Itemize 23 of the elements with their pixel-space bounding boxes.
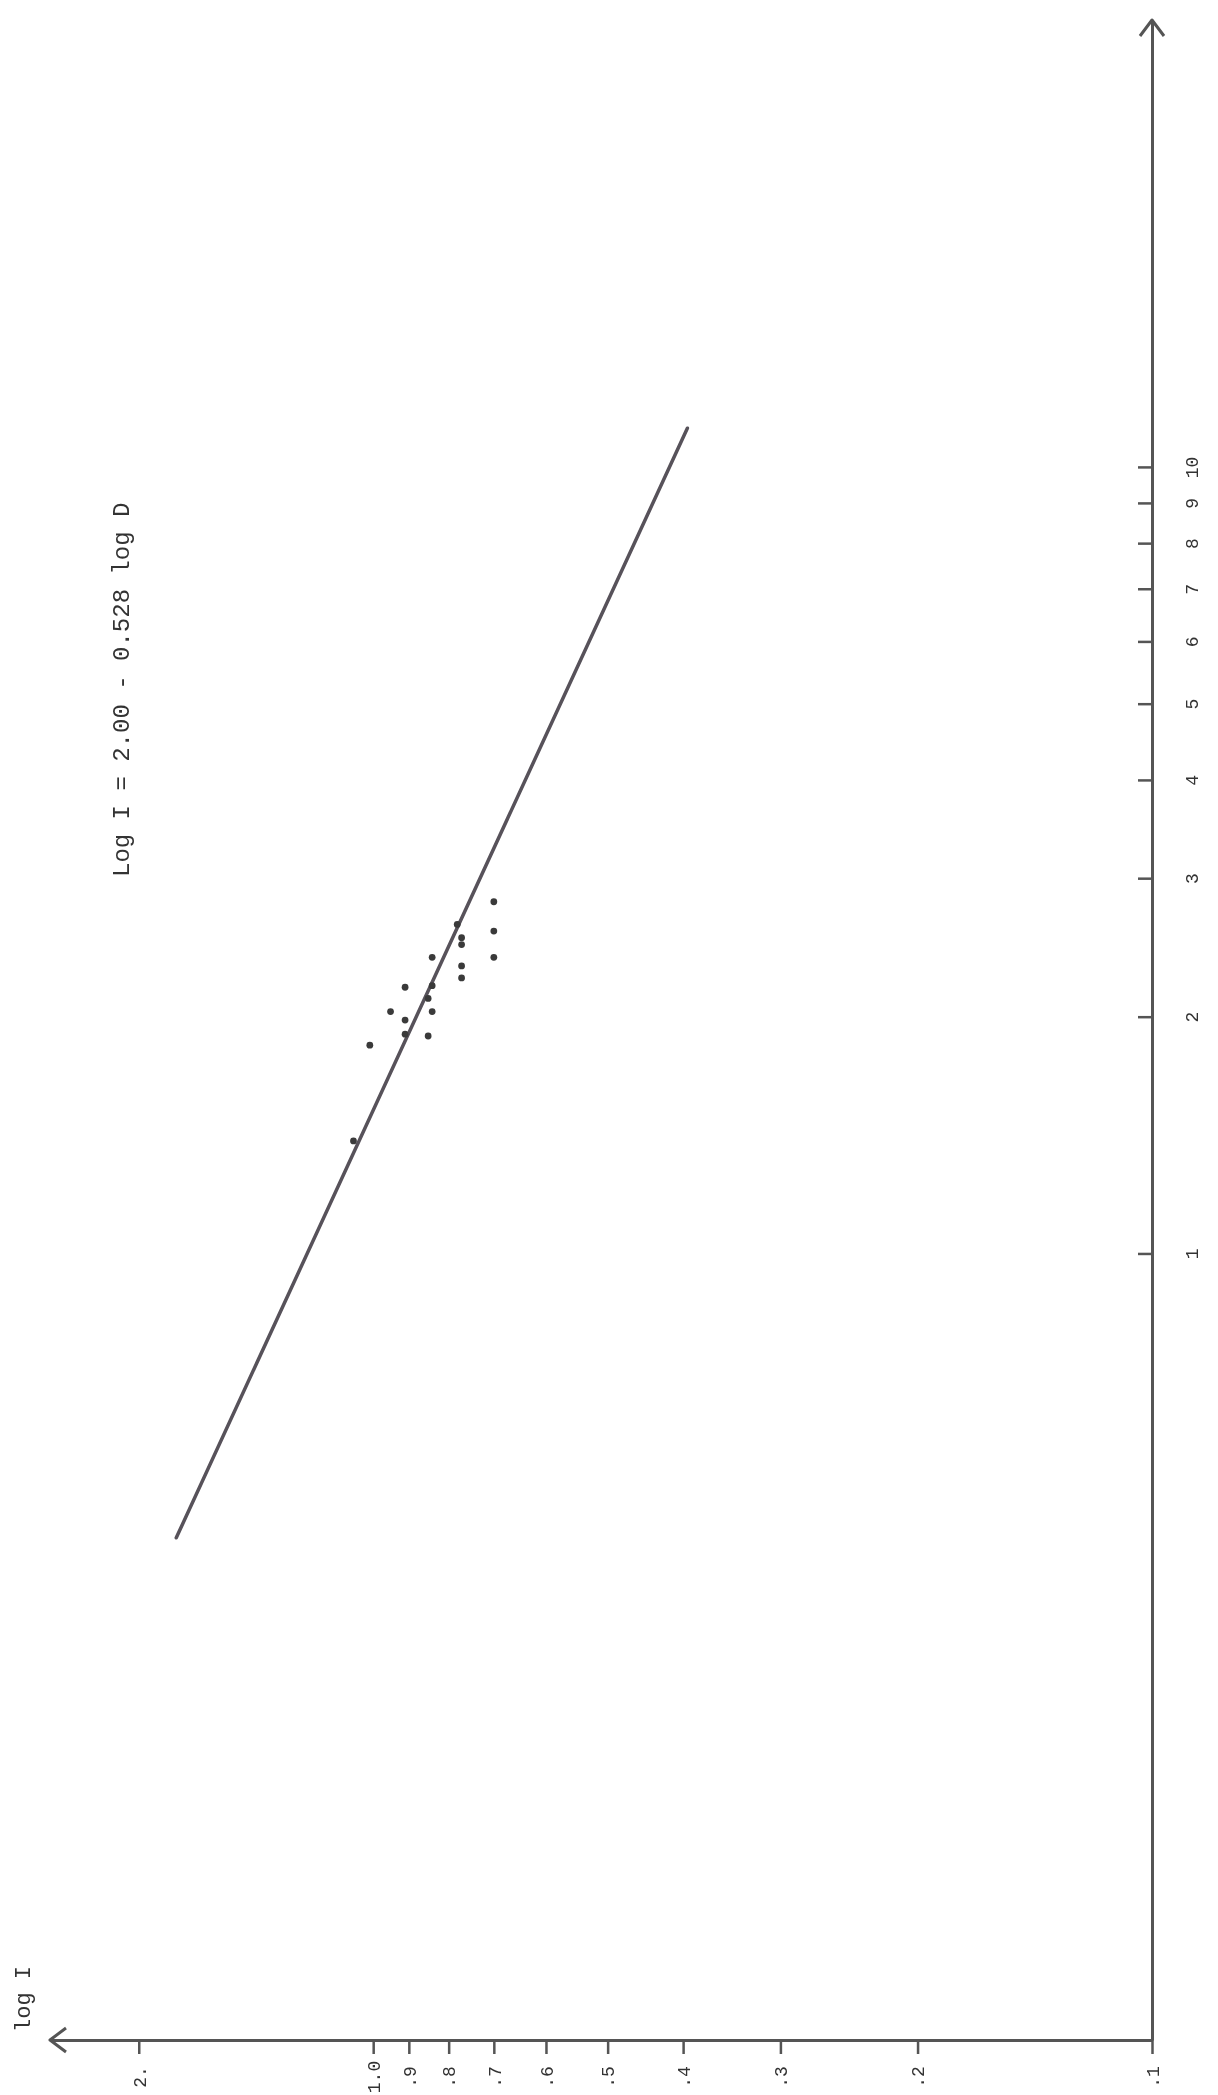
x-tick-label: .9: [400, 2066, 421, 2088]
y-tick-label: 2: [1183, 1011, 1203, 1023]
x-tick-label: .6: [537, 2066, 558, 2088]
y-tick-label: 7: [1183, 583, 1203, 595]
x-tick-label: .5: [599, 2066, 620, 2088]
y-tick-label: 1: [1183, 1248, 1203, 1260]
y-tick-label: 5: [1183, 698, 1203, 710]
y-tick-label: 9: [1183, 498, 1203, 509]
y-tick-label: 8: [1183, 538, 1203, 550]
y-tick-label: 6: [1183, 636, 1203, 648]
x-tick-label: 1.0: [364, 2060, 385, 2094]
x-tick-label: .4: [674, 2066, 695, 2088]
x-tick-label: .7: [485, 2066, 506, 2088]
x-tick-label: .1: [1143, 2066, 1164, 2088]
annotation: Log I = 2.00 - 0.528 log D: [109, 502, 136, 877]
y-tick-label: 3: [1183, 873, 1203, 885]
y-tick-label: 4: [1183, 775, 1203, 786]
x-tick-label: 2.: [130, 2066, 151, 2088]
x-tick-label: .2: [909, 2066, 930, 2088]
x-tick-label: .8: [440, 2066, 461, 2088]
y-tick-label: 10: [1183, 456, 1203, 479]
x-tick-label: .3: [772, 2066, 793, 2088]
text: log I: [12, 1965, 37, 2033]
